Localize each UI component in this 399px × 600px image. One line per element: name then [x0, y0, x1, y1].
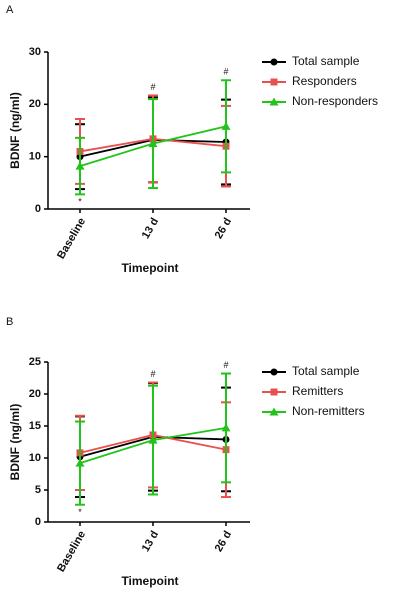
annotation: #	[223, 360, 228, 370]
panel-label: B	[6, 316, 13, 328]
marker	[270, 368, 278, 376]
annotation: *	[78, 507, 82, 517]
legend-label: Non-responders	[292, 94, 378, 108]
y-tick-label: 25	[29, 356, 41, 368]
x-tick-label: 26 d	[213, 216, 234, 241]
x-tick-label: 26 d	[213, 529, 234, 554]
y-tick-label: 15	[29, 420, 41, 432]
y-tick-label: 10	[29, 151, 41, 163]
marker	[270, 58, 278, 66]
x-axis-title: Timepoint	[121, 261, 178, 275]
marker	[148, 139, 158, 148]
annotation: #	[150, 82, 155, 92]
marker	[75, 161, 85, 170]
legend-label: Non-remitters	[292, 404, 365, 418]
marker	[269, 407, 279, 416]
y-tick-label: 10	[29, 452, 41, 464]
y-tick-label: 20	[29, 388, 41, 400]
y-axis-title: BDNF (ng/ml)	[8, 404, 22, 481]
y-tick-label: 0	[35, 203, 41, 215]
marker	[221, 423, 231, 432]
y-tick-label: 30	[29, 46, 41, 58]
legend-label: Total sample	[292, 364, 360, 378]
legend-label: Responders	[292, 74, 357, 88]
x-tick-label: Baseline	[55, 529, 88, 574]
y-tick-label: 20	[29, 98, 41, 110]
x-tick-label: 13 d	[140, 529, 161, 554]
annotation: #	[223, 67, 228, 77]
annotation: #	[150, 369, 155, 379]
marker	[148, 435, 158, 444]
marker	[269, 97, 279, 106]
y-axis-title: BDNF (ng/ml)	[8, 92, 22, 169]
x-tick-label: Baseline	[55, 216, 88, 261]
legend-label: Total sample	[292, 54, 360, 68]
y-tick-label: 0	[35, 516, 41, 528]
annotation: *	[78, 197, 82, 207]
marker	[75, 458, 85, 467]
marker	[270, 388, 278, 396]
y-tick-label: 5	[35, 484, 41, 496]
x-axis-title: Timepoint	[121, 574, 178, 588]
panel-label: A	[6, 4, 14, 16]
x-tick-label: 13 d	[140, 216, 161, 241]
marker	[221, 121, 231, 130]
legend-label: Remitters	[292, 384, 343, 398]
marker	[270, 78, 278, 86]
